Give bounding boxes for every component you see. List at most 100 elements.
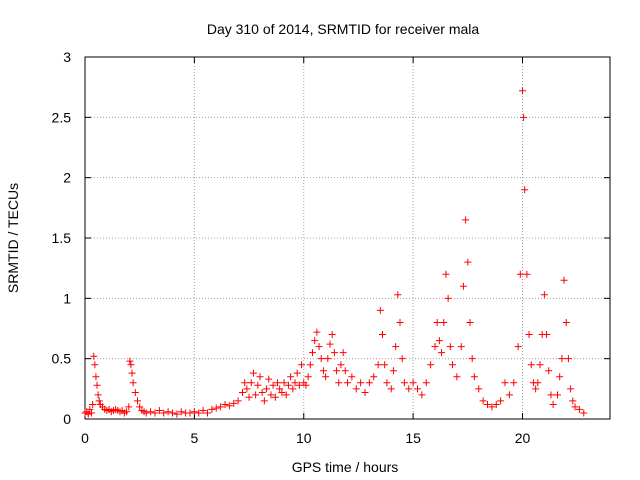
data-point (335, 379, 343, 387)
data-point (532, 385, 540, 393)
data-point (287, 373, 295, 381)
data-point (142, 409, 150, 417)
data-point (263, 385, 271, 393)
data-point (348, 373, 356, 381)
data-point (536, 361, 544, 369)
data-point (239, 388, 246, 396)
data-point (169, 409, 176, 417)
data-point (95, 397, 103, 405)
y-tick-label: 2 (63, 170, 71, 186)
data-point (381, 361, 389, 369)
data-point (221, 401, 229, 409)
data-point (449, 361, 456, 369)
data-point (254, 381, 262, 389)
data-point (91, 361, 99, 369)
data-point (243, 385, 251, 393)
data-point (400, 379, 408, 387)
data-point (352, 385, 360, 393)
y-axis-label: SRMTID / TECUs (5, 183, 21, 293)
data-point (291, 379, 299, 387)
data-point (306, 361, 314, 369)
data-point (527, 361, 535, 369)
data-point (265, 375, 273, 383)
data-point (199, 407, 207, 415)
data-point (492, 401, 500, 409)
data-point (457, 343, 465, 351)
data-point (322, 373, 330, 381)
data-point (521, 186, 529, 194)
data-point (282, 391, 290, 399)
x-tick-label: 15 (405, 430, 421, 446)
data-point (547, 391, 555, 399)
data-point (558, 355, 566, 363)
data-point (516, 270, 524, 278)
x-tick-label: 20 (515, 430, 531, 446)
data-point (562, 318, 570, 326)
data-point (394, 291, 402, 299)
data-point (212, 404, 220, 412)
data-point (357, 379, 365, 387)
data-point (488, 403, 496, 411)
data-point (545, 367, 553, 375)
data-point (177, 408, 185, 416)
data-point (505, 391, 513, 399)
data-point (274, 379, 281, 387)
data-point (195, 409, 203, 417)
data-point (422, 379, 430, 387)
data-point (127, 361, 135, 369)
y-tick-label: 0.5 (52, 351, 72, 367)
data-point (295, 381, 303, 389)
data-point (540, 291, 548, 299)
data-point (249, 369, 257, 377)
data-point (549, 401, 557, 409)
data-point (269, 381, 277, 389)
x-tick-label: 10 (296, 430, 312, 446)
data-point (217, 403, 225, 411)
data-point (304, 373, 312, 381)
data-point (324, 355, 332, 363)
data-point (497, 397, 505, 405)
data-point (453, 373, 461, 381)
data-point (462, 216, 470, 224)
data-point (387, 385, 395, 393)
data-point (514, 343, 522, 351)
data-point (468, 355, 476, 363)
data-point (405, 385, 413, 393)
data-point (131, 388, 139, 396)
y-tick-label: 1 (63, 290, 71, 306)
data-point (510, 379, 518, 387)
data-point (204, 409, 211, 417)
data-point (164, 408, 172, 416)
data-point (186, 409, 194, 417)
data-point (151, 409, 159, 417)
data-point (564, 355, 572, 363)
data-point (93, 381, 101, 389)
data-point (446, 343, 454, 351)
data-point (392, 343, 400, 351)
data-point (247, 379, 255, 387)
data-point (571, 403, 579, 411)
data-point (427, 361, 435, 369)
data-point (479, 397, 487, 405)
data-point (234, 397, 242, 405)
data-point (94, 391, 102, 399)
data-point (442, 270, 450, 278)
data-point (309, 349, 316, 357)
data-point (260, 397, 268, 405)
data-point (208, 405, 216, 413)
data-point (383, 379, 391, 387)
data-point (328, 331, 336, 339)
data-point (278, 388, 286, 396)
data-point (313, 328, 321, 336)
data-point (466, 318, 474, 326)
data-point (126, 357, 134, 365)
data-point (389, 367, 397, 375)
data-point (470, 373, 478, 381)
data-point (567, 385, 575, 393)
data-point (298, 361, 306, 369)
data-point (569, 397, 577, 405)
data-point (379, 331, 386, 339)
data-point (398, 355, 406, 363)
data-point (245, 393, 253, 401)
